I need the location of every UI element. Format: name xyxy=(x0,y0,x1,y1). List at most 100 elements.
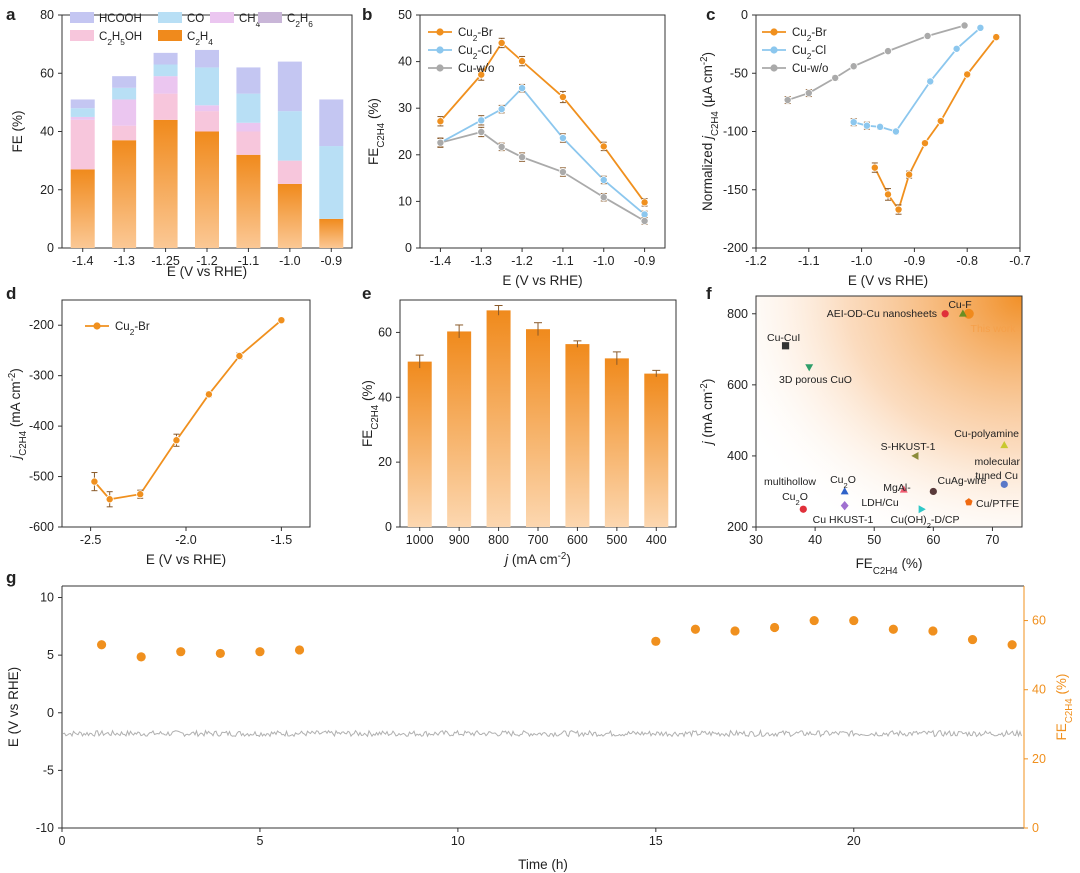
x-tick-label: 0 xyxy=(59,834,66,848)
data-point-cu2o-br xyxy=(105,495,114,504)
legend-label-hcooh: HCOOH xyxy=(99,13,142,25)
fe-point xyxy=(651,636,661,646)
legend-marker-cu2o-cl xyxy=(436,46,444,54)
panel-label-d: d xyxy=(6,284,16,303)
bar-segment-hcooh xyxy=(153,52,178,65)
fe-point xyxy=(769,622,780,633)
voltage-trace xyxy=(62,728,1022,738)
data-point-cu-w/o xyxy=(640,216,649,225)
legend-label-cu2o-br: Cu2-Br xyxy=(792,27,827,43)
x-axis-title: E (V vs RHE) xyxy=(146,552,226,567)
x-tick-label: -1.1 xyxy=(798,254,820,268)
y-axis-title: j (mA cm-2) xyxy=(699,379,716,447)
bar-segment-hcooh xyxy=(195,49,219,68)
y-tick-label: 20 xyxy=(398,148,412,162)
panel-c-line-chart: 0 -50 -100 -150 -200-1.2 -1.1 -1.0 -0.9 -0.8 -0.7… xyxy=(699,8,1031,288)
fe-point xyxy=(690,624,701,634)
x-tick-label: 600 xyxy=(567,533,588,547)
bar-segment-ch4 xyxy=(70,116,95,120)
panel-label-a: a xyxy=(6,5,16,24)
x-axis-title: Time (h) xyxy=(518,857,568,872)
y-tick-label: 20 xyxy=(378,455,392,469)
x-tick-label: -1.25 xyxy=(151,254,180,268)
x-tick-label: -1.1 xyxy=(552,254,574,268)
data-point-cu2o-cl xyxy=(497,105,506,114)
fe-point xyxy=(730,626,740,636)
x-tick-label: -1.5 xyxy=(271,533,293,547)
fe-point xyxy=(176,647,186,657)
x-tick-label: 1000 xyxy=(406,533,434,547)
x-tick-label: 20 xyxy=(847,834,861,848)
bar-segment-ch4 xyxy=(236,122,261,132)
data-point-cu2o-br xyxy=(905,170,914,179)
fe-point xyxy=(96,640,107,650)
point-label: S-HKUST-1 xyxy=(881,441,936,453)
legend-label-c2h4: C2H4 xyxy=(187,31,213,47)
legend-label-co: CO xyxy=(187,13,204,25)
data-point-cu-oh-2-d-cp xyxy=(918,505,926,514)
y-tick-label: -200 xyxy=(723,241,748,255)
data-point-cu2o-br xyxy=(599,142,608,151)
bar xyxy=(565,344,590,527)
x-tick-label: -1.1 xyxy=(238,254,260,268)
y-axis-title: FE (%) xyxy=(10,111,25,153)
x-axis-title: E (V vs RHE) xyxy=(502,273,582,288)
y-tick-label: 400 xyxy=(727,449,748,463)
bar-segment-ch4 xyxy=(153,76,178,94)
x-tick-label: -1.2 xyxy=(196,254,218,268)
x-tick-label: 900 xyxy=(449,533,470,547)
bar-segment-co xyxy=(319,146,344,219)
panel-label-c: c xyxy=(706,5,715,24)
bar-segment-c2h4 xyxy=(195,131,219,248)
data-point-cu-hkust-1 xyxy=(840,500,849,511)
x-tick-label: 60 xyxy=(926,533,940,547)
data-point-cu2o-br xyxy=(235,351,244,360)
fe-point xyxy=(849,615,859,626)
bar-segment-c2h4 xyxy=(236,154,261,248)
data-point-cu2o-br xyxy=(136,490,145,499)
data-point-cu2o-br xyxy=(870,163,879,172)
data-point-cu2o-cl xyxy=(926,77,935,86)
legend-label-ch4: CH4 xyxy=(239,13,261,29)
bar xyxy=(644,373,669,527)
x-axis-title: j (mA cm-2) xyxy=(503,551,571,568)
y-axis-title: E (V vs RHE) xyxy=(6,667,21,747)
y-axis-title: FEC2H4 (%) xyxy=(360,380,381,447)
data-point-cu-w/o xyxy=(849,62,858,71)
y-tick-label: 0 xyxy=(385,520,392,534)
data-point-cu-w/o xyxy=(960,21,969,30)
x-tick-label: -0.7 xyxy=(1009,254,1031,268)
data-point-mgal-ldh-cu xyxy=(899,485,908,493)
data-point-aei-od-cu-nanosheets xyxy=(941,310,949,318)
legend-marker-cu-w/o xyxy=(436,64,444,72)
data-point-cu-w/o xyxy=(804,89,813,98)
y-tick-label: 20 xyxy=(40,183,54,197)
x-tick-label: 40 xyxy=(808,533,822,547)
data-point-cu-ptfe xyxy=(965,498,973,506)
bar xyxy=(407,361,432,527)
bar-segment-c2h5oh xyxy=(236,131,261,155)
point-label: Cu-CuI xyxy=(767,332,800,344)
y2-axis-title: FEC2H4 (%) xyxy=(1054,674,1075,741)
fe-point xyxy=(1007,640,1017,650)
y-tick-label: 10 xyxy=(40,591,54,605)
legend-label-cu2o-cl: Cu2-Cl xyxy=(792,45,826,61)
x-tick-label: -2.0 xyxy=(175,533,197,547)
point-label: Cu2O xyxy=(830,474,856,490)
data-point-cu-w/o xyxy=(518,153,527,162)
panel-d-line-chart: -200 -300 -400 -500 -600 -2.5 -2.0 -1.5 Cu2-Br E … xyxy=(7,299,311,567)
point-label: This work xyxy=(971,323,1017,335)
data-point-cu-w/o xyxy=(477,127,486,136)
point-label: Cu(OH)2-D/CP xyxy=(891,514,960,530)
bar-segment-hcooh xyxy=(319,99,344,147)
bar-segment-c2h5oh xyxy=(277,160,302,184)
y-tick-label: 40 xyxy=(40,125,54,139)
y-tick-label: 0 xyxy=(405,241,412,255)
x-tick-label: 70 xyxy=(985,533,999,547)
bar-segment-c2h4 xyxy=(112,140,137,248)
bar-segment-c2h4 xyxy=(319,218,344,248)
point-label: Cu-polyamine xyxy=(954,428,1019,440)
x-tick-label: -1.2 xyxy=(511,254,533,268)
data-point-cu2o-cl xyxy=(862,121,871,130)
data-point-cu2o-cl xyxy=(891,127,900,136)
